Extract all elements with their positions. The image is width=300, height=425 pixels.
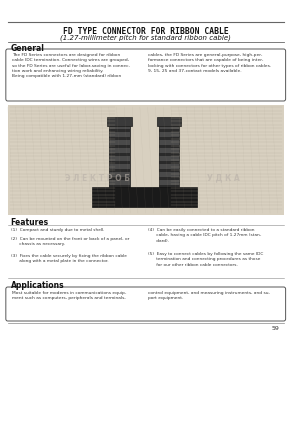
Bar — [159, 137, 179, 140]
Bar — [8, 105, 284, 215]
Bar — [159, 145, 179, 148]
Text: General: General — [11, 44, 45, 53]
Bar — [109, 185, 130, 188]
Text: (5)  Easy to connect cables by following the same IDC
      termination and conn: (5) Easy to connect cables by following … — [148, 252, 263, 267]
Bar — [159, 185, 179, 188]
Bar — [92, 187, 197, 207]
Text: 59: 59 — [272, 326, 280, 331]
Text: FD TYPE CONNECTOR FOR RIBBON CABLE: FD TYPE CONNECTOR FOR RIBBON CABLE — [63, 27, 229, 36]
FancyBboxPatch shape — [6, 287, 286, 321]
Text: The FD Series connectors are designed for ribbon
cable IDC termination. Connecti: The FD Series connectors are designed fo… — [12, 53, 130, 78]
Text: control equipment, and measuring instruments, and su-
port equipment.: control equipment, and measuring instrum… — [148, 291, 270, 300]
Text: Э Л Е К Т Р О Б: Э Л Е К Т Р О Б — [65, 173, 130, 182]
Text: (1.27-millimeter pitch for standard ribbon cable): (1.27-millimeter pitch for standard ribb… — [60, 34, 231, 41]
Bar — [109, 153, 130, 156]
Text: У Д К А: У Д К А — [207, 173, 240, 182]
Bar — [109, 169, 130, 172]
Bar — [159, 126, 179, 194]
Bar — [159, 129, 179, 132]
Text: (2)  Can be mounted on the front or back of a panel, or
      chassis as necessa: (2) Can be mounted on the front or back … — [11, 237, 129, 246]
Text: Features: Features — [11, 218, 49, 227]
Bar — [109, 145, 130, 148]
Text: Applications: Applications — [11, 281, 64, 290]
Bar — [107, 117, 132, 126]
Bar — [109, 137, 130, 140]
Bar — [105, 194, 134, 204]
Text: (1)  Compact and sturdy due to metal shell.: (1) Compact and sturdy due to metal shel… — [11, 228, 104, 232]
Bar — [159, 161, 179, 164]
Text: (3)  Fixes the cable securely by fixing the ribbon cable
      along with a meta: (3) Fixes the cable securely by fixing t… — [11, 253, 127, 263]
Text: Most suitable for modems in communications equip-
ment such as computers, periph: Most suitable for modems in communicatio… — [12, 291, 126, 300]
Text: cables, the FD Series are general-purpose, high-per-
formance connectors that ar: cables, the FD Series are general-purpos… — [148, 53, 271, 73]
Bar — [158, 117, 181, 126]
Bar — [109, 177, 130, 180]
Bar — [159, 177, 179, 180]
Text: (4)  Can be easily connected to a standard ribbon
      cable, having a cable ID: (4) Can be easily connected to a standar… — [148, 228, 261, 243]
FancyBboxPatch shape — [6, 49, 286, 101]
Bar — [109, 129, 130, 132]
Bar — [109, 126, 130, 194]
Bar — [159, 169, 179, 172]
Bar — [159, 153, 179, 156]
Bar — [109, 161, 130, 164]
Bar — [155, 194, 183, 204]
